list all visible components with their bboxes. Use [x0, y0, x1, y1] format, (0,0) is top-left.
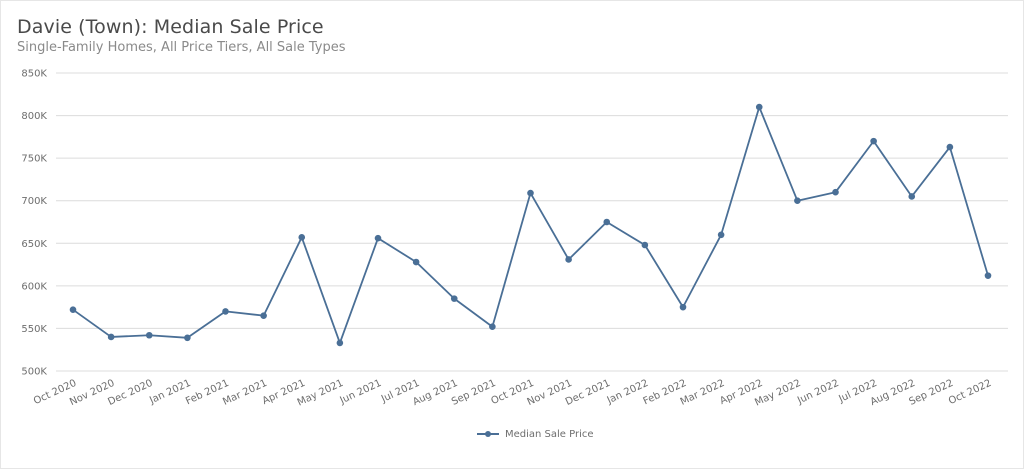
data-point[interactable]: [260, 312, 267, 319]
y-tick-label: 550K: [21, 324, 47, 335]
x-tick-label: Mar 2021: [221, 378, 269, 408]
y-tick-label: 700K: [21, 196, 47, 207]
data-point[interactable]: [641, 241, 649, 249]
data-point[interactable]: [794, 197, 801, 205]
chart-subtitle: Single-Family Homes, All Price Tiers, Al…: [17, 40, 346, 55]
data-point[interactable]: [489, 323, 496, 331]
x-tick-label: Jun 2021: [338, 378, 384, 407]
x-tick-label: Sep 2021: [450, 378, 498, 408]
data-point[interactable]: [374, 234, 382, 242]
data-point[interactable]: [69, 306, 77, 313]
x-tick-label: Jun 2022: [795, 378, 841, 407]
data-point[interactable]: [832, 188, 839, 196]
data-point[interactable]: [946, 143, 954, 151]
data-point[interactable]: [755, 103, 763, 111]
data-point[interactable]: [336, 339, 344, 347]
series-line: [72, 106, 989, 344]
data-point[interactable]: [984, 272, 992, 279]
data-point[interactable]: [527, 189, 534, 197]
x-tick-label: Oct 2022: [947, 378, 993, 407]
y-gridlines: [56, 72, 1008, 372]
x-tick-label: Sep 2022: [907, 378, 955, 408]
data-point[interactable]: [298, 234, 306, 241]
x-tick-label: Mar 2022: [679, 378, 727, 408]
data-point[interactable]: [412, 258, 420, 266]
data-point[interactable]: [908, 193, 916, 200]
data-point[interactable]: [870, 137, 877, 145]
chart-title: Davie (Town): Median Sale Price: [17, 16, 324, 38]
data-point[interactable]: [603, 218, 611, 226]
y-tick-label: 650K: [21, 239, 47, 250]
legend-line-marker-icon: [477, 431, 499, 437]
data-point[interactable]: [184, 334, 191, 342]
data-point[interactable]: [145, 331, 153, 339]
data-point[interactable]: [717, 231, 725, 239]
y-axis-labels: 500K 550K 600K 650K 700K 750K 800K 850K: [21, 69, 47, 378]
y-tick-label: 850K: [21, 69, 47, 80]
y-tick-label: 750K: [21, 154, 47, 165]
data-point[interactable]: [450, 295, 458, 302]
data-point[interactable]: [222, 308, 229, 315]
data-point[interactable]: [565, 256, 572, 263]
y-tick-label: 600K: [21, 281, 47, 292]
y-tick-label: 500K: [21, 367, 47, 378]
legend-label: Median Sale Price: [505, 428, 594, 440]
data-point[interactable]: [679, 303, 687, 311]
legend[interactable]: Median Sale Price: [477, 426, 594, 442]
y-tick-label: 800K: [21, 111, 47, 122]
data-point[interactable]: [107, 333, 115, 341]
series-median-sale-price: [69, 103, 992, 347]
